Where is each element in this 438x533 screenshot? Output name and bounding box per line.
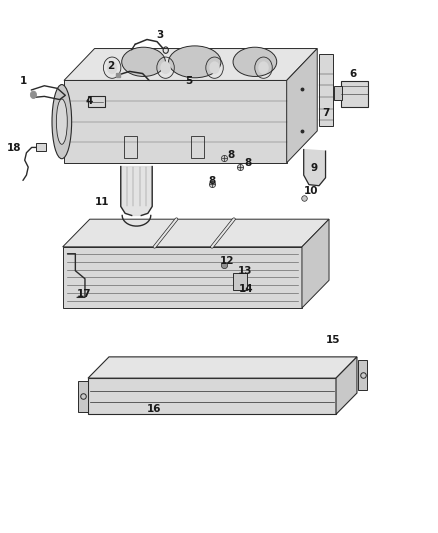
Polygon shape <box>302 219 329 308</box>
Ellipse shape <box>57 99 67 144</box>
Text: 5: 5 <box>186 77 193 86</box>
Circle shape <box>30 91 36 99</box>
Circle shape <box>160 61 171 74</box>
Text: 13: 13 <box>238 266 252 276</box>
Polygon shape <box>121 166 152 215</box>
Polygon shape <box>64 49 317 80</box>
Bar <box>78 381 88 411</box>
Bar <box>334 86 342 100</box>
Circle shape <box>209 61 220 74</box>
Ellipse shape <box>233 47 277 76</box>
Text: 1: 1 <box>20 77 27 86</box>
Ellipse shape <box>122 47 166 76</box>
Ellipse shape <box>52 85 72 159</box>
Bar <box>358 360 367 390</box>
Polygon shape <box>88 378 336 414</box>
Polygon shape <box>88 357 357 378</box>
Text: 8: 8 <box>244 158 251 168</box>
Ellipse shape <box>169 46 221 78</box>
Text: 8: 8 <box>209 176 216 187</box>
Text: 8: 8 <box>228 150 235 160</box>
Polygon shape <box>63 219 329 247</box>
Text: 15: 15 <box>326 335 341 345</box>
Text: 18: 18 <box>7 143 21 154</box>
Text: 3: 3 <box>156 30 164 41</box>
Bar <box>88 96 105 107</box>
Text: 10: 10 <box>304 186 319 196</box>
Polygon shape <box>63 247 302 308</box>
Text: 11: 11 <box>95 197 109 207</box>
Text: 14: 14 <box>239 284 253 294</box>
Polygon shape <box>319 54 332 126</box>
Bar <box>341 82 368 107</box>
Text: 4: 4 <box>85 95 92 106</box>
Text: 16: 16 <box>147 404 162 414</box>
Bar <box>124 136 138 158</box>
Circle shape <box>107 61 117 74</box>
Bar <box>36 143 46 151</box>
Text: 17: 17 <box>77 289 92 299</box>
Text: 12: 12 <box>219 256 234 266</box>
Text: 6: 6 <box>350 69 357 79</box>
Text: 2: 2 <box>107 61 114 71</box>
Text: 9: 9 <box>311 163 318 173</box>
Polygon shape <box>287 49 317 163</box>
Text: 7: 7 <box>322 108 330 118</box>
Bar <box>233 273 247 290</box>
Bar <box>191 136 204 158</box>
Polygon shape <box>304 150 325 185</box>
Polygon shape <box>336 357 357 414</box>
Polygon shape <box>64 80 287 163</box>
Circle shape <box>258 61 269 74</box>
